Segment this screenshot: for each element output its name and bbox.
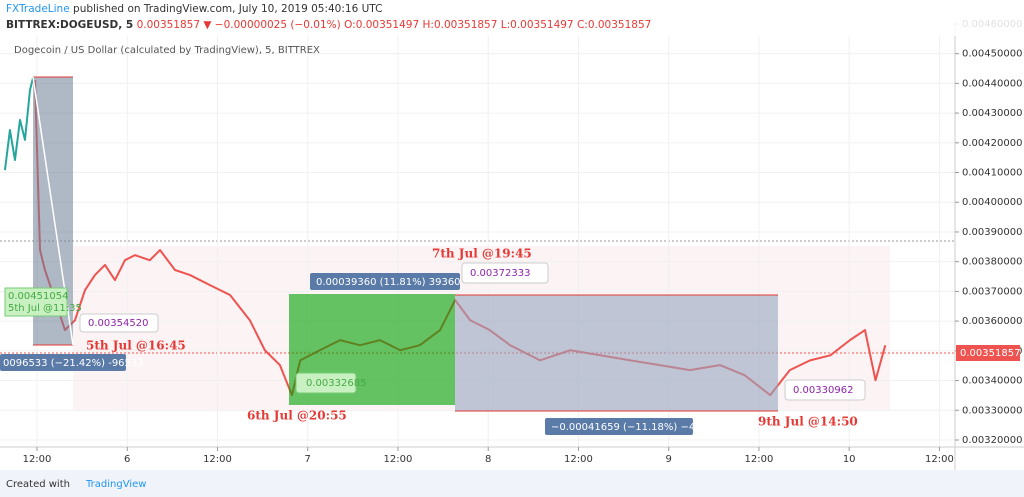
annotation: 5th Jul @16:45 — [86, 339, 186, 353]
annotation: 0.00354520 — [88, 318, 148, 329]
annotation: 9th Jul @14:50 — [758, 415, 858, 429]
y-tick-label: 0.00400000 — [962, 197, 1022, 208]
x-tick-label: 12:00 — [745, 454, 774, 465]
chart-title: Dogecoin / US Dollar (calculated by Trad… — [14, 45, 320, 56]
header-bg — [0, 0, 1024, 36]
x-tick-label: 10 — [843, 454, 856, 465]
price-tag — [956, 345, 1020, 361]
drawing-layer: 0.00451054 5th Jul @11:35 0.00354520 5th… — [0, 76, 866, 435]
y-tick-label: 0.00440000 — [962, 78, 1022, 89]
measure-box — [455, 295, 778, 411]
y-tick-label: 0.00320000 — [962, 435, 1022, 446]
low: L:0.00351497 — [501, 19, 574, 31]
x-tick-label: 12:00 — [203, 454, 232, 465]
x-tick-label: 12:00 — [925, 454, 954, 465]
y-tick-label: 0.00410000 — [962, 168, 1022, 179]
label-box — [79, 313, 159, 333]
label-box — [545, 418, 693, 435]
price-tag-label: 0.00351857 — [960, 348, 1020, 359]
annotation: 0.00330962 — [793, 385, 853, 396]
annotation: 6th Jul @20:55 — [247, 409, 347, 423]
annotation: 0.00372333 — [470, 268, 530, 279]
y-tick-label: 0.00330000 — [962, 405, 1022, 416]
header-line: FXTradeLine published on TradingView.com… — [6, 3, 382, 15]
y-tick-label: 0.00380000 — [962, 257, 1022, 268]
x-tick-label: 12:00 — [23, 454, 52, 465]
x-tick-label: 8 — [485, 454, 491, 465]
label-box — [461, 262, 549, 284]
change: ▼ −0.00000025 (−0.01%) — [203, 19, 340, 31]
y-tick-label: 0.00390000 — [962, 227, 1022, 238]
published: published on TradingView.com, July 10, 2… — [73, 3, 382, 15]
annotation: 0.00451054 — [8, 291, 68, 302]
symbol: BITTREX:DOGEUSD, 5 — [6, 19, 133, 31]
annotation: −0.00041659 (−11.18%) −41659 — [551, 422, 721, 433]
annotation: 0.00039360 (11.81%) 39360 — [316, 277, 461, 288]
x-tick-label: 7 — [305, 454, 311, 465]
y-tick-label: 0.00450000 — [962, 49, 1022, 60]
footer-bg — [0, 470, 1024, 497]
annotation: 5th Jul @11:35 — [8, 303, 82, 314]
label-box — [4, 287, 68, 317]
annotation: 0096533 (−21.42%) -96533 — [3, 358, 144, 369]
x-tick-label: 12:00 — [564, 454, 593, 465]
footer-text: Created with — [6, 479, 70, 490]
label-box — [0, 354, 126, 371]
y-tick-label: 0.00430000 — [962, 108, 1022, 119]
close: C:0.00351857 — [577, 19, 651, 31]
x-tick-label: 12:00 — [384, 454, 413, 465]
y-tick-label: 0.00360000 — [962, 316, 1022, 327]
footer-brand[interactable]: TradingView — [85, 479, 146, 490]
last: 0.00351857 — [137, 19, 200, 31]
publisher[interactable]: FXTradeLine — [6, 3, 70, 15]
price-line — [3, 77, 34, 171]
x-tick-label: 9 — [666, 454, 672, 465]
open: O:0.00351497 — [344, 19, 419, 31]
y-tick-label: 0.00340000 — [962, 376, 1022, 387]
header-quote: BITTREX:DOGEUSD, 5 0.00351857 ▼ −0.00000… — [6, 19, 651, 31]
y-tick-label: 0.00370000 — [962, 286, 1022, 297]
label-box — [310, 273, 460, 290]
label-box — [784, 379, 866, 401]
y-tick-label: 0.00420000 — [962, 138, 1022, 149]
x-tick-label: 6 — [124, 454, 130, 465]
annotation: 7th Jul @19:45 — [432, 247, 532, 261]
annotation: 0.00332685 — [306, 378, 366, 389]
label-box — [295, 372, 357, 394]
high: H:0.00351857 — [423, 19, 498, 31]
